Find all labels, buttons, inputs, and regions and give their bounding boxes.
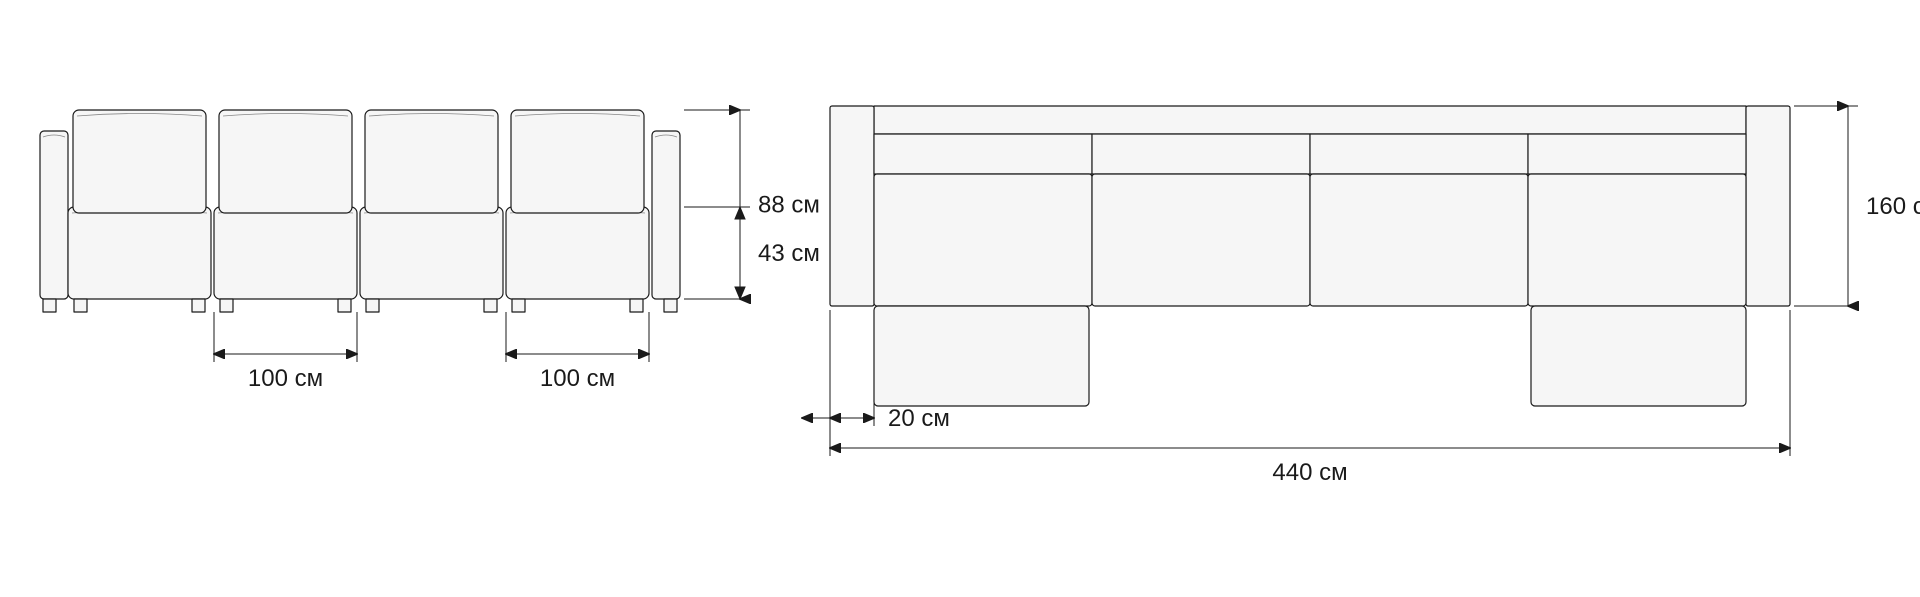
top-seat bbox=[1528, 174, 1746, 306]
arm-right bbox=[652, 131, 680, 299]
top-seat bbox=[1310, 174, 1528, 306]
dimension-label: 43 см bbox=[758, 240, 820, 267]
back-cushion bbox=[219, 110, 352, 213]
top-back-cushion bbox=[874, 134, 1092, 174]
front-elevation: 88 см 43 см 100 см 100 см bbox=[40, 110, 820, 392]
top-back-cushion bbox=[1310, 134, 1528, 174]
seat-base bbox=[360, 207, 503, 299]
dimension-label: 440 см bbox=[1272, 459, 1347, 486]
dimension-label: 100 см bbox=[540, 365, 615, 392]
top-arm-left bbox=[830, 106, 874, 306]
back-cushion bbox=[511, 110, 644, 213]
top-chaise-right bbox=[1531, 306, 1746, 406]
top-seat bbox=[1092, 174, 1310, 306]
dimension-label: 100 см bbox=[248, 365, 323, 392]
seat-base bbox=[68, 207, 211, 299]
top-back-cushion bbox=[1528, 134, 1746, 174]
back-cushion bbox=[365, 110, 498, 213]
dimension-label: 20 см bbox=[888, 405, 950, 432]
dimension-drawing: 88 см 43 см 100 см 100 см 160 см 440 см 20 см bbox=[0, 0, 1920, 597]
top-plan-view: 160 см 440 см 20 см bbox=[802, 106, 1920, 486]
seat-base bbox=[214, 207, 357, 299]
top-seat bbox=[874, 174, 1092, 306]
back-cushion bbox=[73, 110, 206, 213]
top-arm-right bbox=[1746, 106, 1790, 306]
dimension-label: 160 см bbox=[1866, 193, 1920, 220]
arm-left bbox=[40, 131, 68, 299]
top-backrest bbox=[874, 106, 1746, 134]
top-chaise-left bbox=[874, 306, 1089, 406]
top-back-cushion bbox=[1092, 134, 1310, 174]
dimension-label: 88 см bbox=[758, 192, 820, 219]
seat-base bbox=[506, 207, 649, 299]
